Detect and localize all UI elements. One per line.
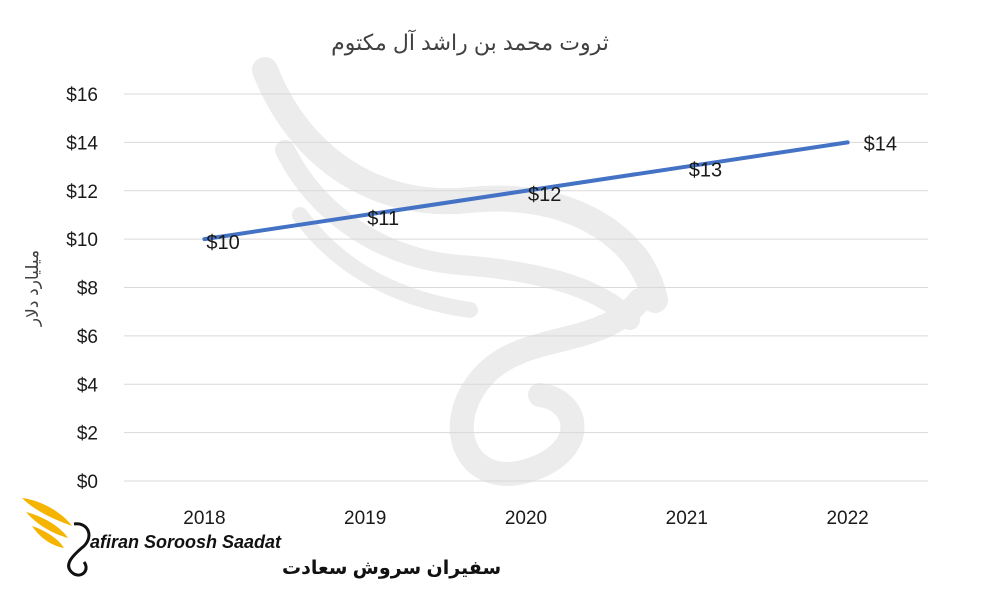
watermark-wing-3 xyxy=(292,207,478,318)
watermark-s-curve xyxy=(449,288,652,486)
logo-wing-stroke-2 xyxy=(26,512,68,538)
x-tick-label: 2019 xyxy=(344,508,386,529)
y-tick-label: $6 xyxy=(77,327,98,348)
y-tick-label: $14 xyxy=(66,133,98,154)
series-group xyxy=(202,140,850,242)
data-label: $13 xyxy=(689,160,722,182)
y-tick-label: $8 xyxy=(77,279,98,300)
brand-logo: afiran Soroosh Saadat سفیران سروش سعادت xyxy=(22,498,501,579)
logo-wing-stroke-1 xyxy=(22,498,72,526)
x-tick-labels: 2018 2019 2020 2021 2022 xyxy=(183,508,868,529)
logo-s-mark xyxy=(67,522,91,577)
series-line xyxy=(202,140,850,242)
data-label: $11 xyxy=(367,208,399,230)
y-axis-label: میلیارد دلار xyxy=(23,250,42,327)
logo-wing-icon xyxy=(22,498,91,577)
watermark-wing-2 xyxy=(275,140,640,330)
y-tick-labels: $0 $2 $4 $6 $8 $10 $12 $14 $16 xyxy=(66,85,98,493)
data-label: $10 xyxy=(206,232,239,254)
data-label: $12 xyxy=(528,184,561,206)
y-tick-label: $12 xyxy=(66,182,98,203)
y-tick-label: $0 xyxy=(77,472,98,493)
x-tick-label: 2018 xyxy=(183,508,225,529)
x-tick-label: 2022 xyxy=(826,508,868,529)
gridlines xyxy=(124,93,928,482)
logo-text-en: afiran Soroosh Saadat xyxy=(90,532,282,552)
y-tick-label: $16 xyxy=(66,85,98,106)
x-tick-label: 2020 xyxy=(505,508,547,529)
data-labels: $10 $11 $12 $13 $14 xyxy=(206,133,897,254)
logo-text-fa: سفیران سروش سعادت xyxy=(282,558,501,579)
y-tick-label: $4 xyxy=(77,375,99,396)
x-tick-label: 2021 xyxy=(666,508,708,529)
watermark-logo xyxy=(252,57,668,486)
data-label: $14 xyxy=(864,133,897,155)
y-tick-label: $2 xyxy=(77,424,98,445)
logo-wing-stroke-3 xyxy=(32,526,64,548)
chart-title: ثروت محمد بن راشد آل مکتوم xyxy=(331,29,609,55)
watermark-beak xyxy=(610,230,661,305)
y-tick-label: $10 xyxy=(66,230,98,251)
